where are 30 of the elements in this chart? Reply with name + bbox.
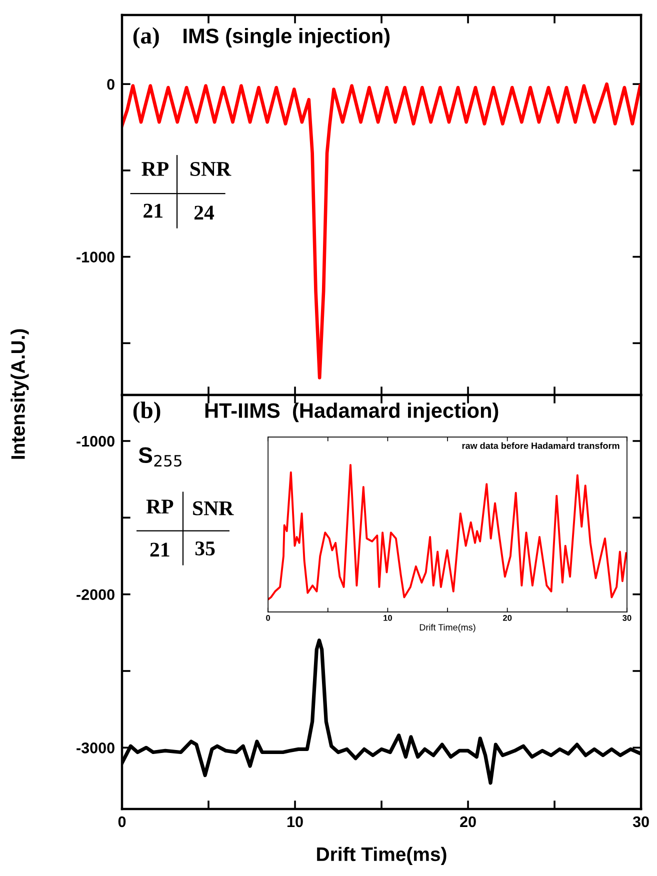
annotation: RP xyxy=(142,162,169,176)
annotation: SNR xyxy=(190,162,232,176)
y-tick-label: -1000 xyxy=(76,436,114,447)
annotation: 21 xyxy=(144,204,162,218)
x-tick-label: 30 xyxy=(622,614,632,621)
y-tick-label: -1000 xyxy=(76,252,114,262)
annotation: HT-IIMS (Hadamard injection) xyxy=(205,402,498,422)
x-tick-label: 10 xyxy=(384,614,392,621)
annotation: IMS (single injection) xyxy=(184,28,390,48)
annotation: 35 xyxy=(195,541,215,556)
annotation: (b) xyxy=(133,402,160,424)
x-tick-label: 10 xyxy=(287,816,303,828)
y-axis-title: Intensity(A.U.) xyxy=(10,329,29,459)
x-tick-label: 20 xyxy=(460,816,476,828)
chart-title: raw data before Hadamard transform xyxy=(462,442,620,449)
x-tick-label: 0 xyxy=(118,816,126,828)
annotation: SNR xyxy=(193,501,234,516)
annotation: S$_{255}$ xyxy=(138,447,182,467)
x-tick-label: 20 xyxy=(502,614,512,621)
annotation: 24 xyxy=(194,206,214,220)
y-tick-label: -2000 xyxy=(76,589,114,600)
annotation: RP xyxy=(146,500,174,514)
x-tick-label: 30 xyxy=(632,816,649,828)
x-tick-label: 0 xyxy=(266,614,270,621)
annotation: 21 xyxy=(150,542,170,556)
x-axis-title: Drift Time(ms) xyxy=(420,624,476,632)
annotation: (a) xyxy=(133,27,159,48)
y-tick-label: -3000 xyxy=(76,742,114,754)
x-axis-title: Drift Time(ms) xyxy=(317,846,446,865)
y-tick-label: 0 xyxy=(107,78,114,90)
